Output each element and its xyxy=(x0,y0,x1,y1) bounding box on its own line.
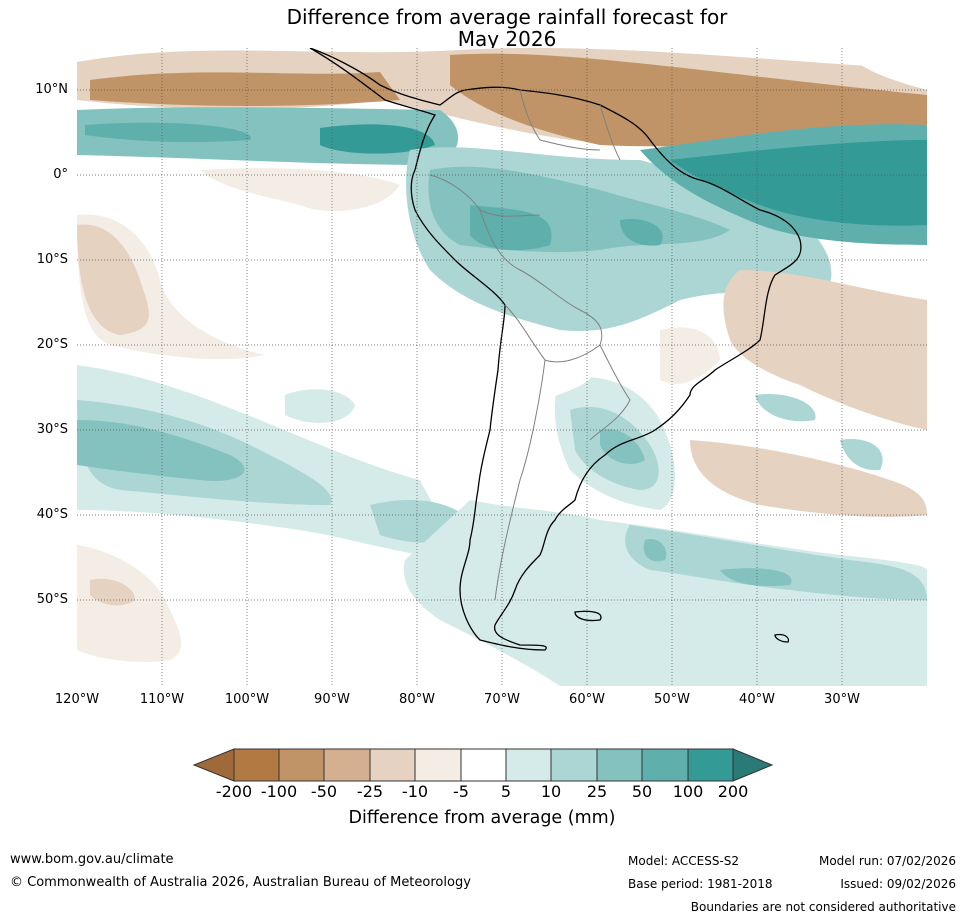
colorbar-label: -100 xyxy=(260,782,298,801)
lat-tick-label: 50°S xyxy=(36,592,68,607)
colorbar-swatch-3 xyxy=(323,748,371,782)
colorbar-label: -10 xyxy=(401,782,429,801)
colorbar-label: 200 xyxy=(717,782,749,801)
colorbar xyxy=(192,748,774,782)
footer-base-period: Base period: 1981-2018 xyxy=(628,877,773,891)
footer-model: Model: ACCESS-S2 xyxy=(628,854,740,868)
lat-tick-label: 30°S xyxy=(36,422,68,437)
footer-disclaimer: Boundaries are not considered authoritat… xyxy=(690,900,956,914)
colorbar-swatch-8 xyxy=(550,748,598,782)
footer-website: www.bom.gov.au/climate xyxy=(10,852,174,867)
rainfall-anomaly-field xyxy=(77,48,927,686)
map-title-line-2: May 2026 xyxy=(457,27,557,51)
lon-tick-label: 70°W xyxy=(484,692,520,707)
colorbar-label: 5 xyxy=(500,782,512,801)
colorbar-label: 25 xyxy=(586,782,608,801)
graticule xyxy=(77,48,927,686)
colorbar-label: 10 xyxy=(540,782,562,801)
colorbar-swatch-0 xyxy=(192,748,235,782)
lon-tick-label: 110°W xyxy=(139,692,185,707)
lat-tick-label: 0° xyxy=(53,167,68,182)
colorbar-swatch-2 xyxy=(278,748,325,782)
lon-tick-label: 90°W xyxy=(314,692,350,707)
colorbar-label: -5 xyxy=(453,782,469,801)
lon-tick-label: 60°W xyxy=(569,692,605,707)
country-borders xyxy=(429,89,631,601)
footer-issued: Issued: 09/02/2026 xyxy=(840,877,956,891)
colorbar-swatch-9 xyxy=(596,748,643,782)
colorbar-swatch-10 xyxy=(641,748,689,782)
lat-tick-label: 40°S xyxy=(36,507,68,522)
lon-tick-label: 120°W xyxy=(54,692,100,707)
colorbar-title: Difference from average (mm) xyxy=(348,808,616,828)
colorbar-swatch-7 xyxy=(505,748,552,782)
colorbar-label: 100 xyxy=(672,782,704,801)
colorbar-swatch-4 xyxy=(369,748,416,782)
colorbar-label: -50 xyxy=(310,782,338,801)
colorbar-swatch-5 xyxy=(414,748,462,782)
colorbar-label: -200 xyxy=(215,782,253,801)
lon-tick-label: 40°W xyxy=(739,692,775,707)
map-title-line-1: Difference from average rainfall forecas… xyxy=(286,5,728,29)
lat-tick-label: 10°N xyxy=(35,82,68,97)
colorbar-swatch-12 xyxy=(732,748,774,782)
lon-tick-label: 30°W xyxy=(824,692,860,707)
dry-anomaly-north-strong-east xyxy=(450,53,927,147)
dry-anomaly-north-strong xyxy=(90,72,400,106)
lat-tick-label: 10°S xyxy=(36,252,68,267)
colorbar-label: 50 xyxy=(631,782,653,801)
colorbar-label: -25 xyxy=(356,782,384,801)
coastline xyxy=(309,48,802,651)
lon-tick-label: 100°W xyxy=(224,692,270,707)
lat-tick-label: 20°S xyxy=(36,337,68,352)
colorbar-swatch-6 xyxy=(460,748,507,782)
colorbar-swatch-1 xyxy=(233,748,280,782)
footer-model-run: Model run: 07/02/2026 xyxy=(818,854,956,868)
colorbar-swatch-11 xyxy=(687,748,734,782)
footer-copyright: © Commonwealth of Australia 2026, Austra… xyxy=(10,875,471,890)
lon-tick-label: 50°W xyxy=(654,692,690,707)
dry-anomaly-brazil-coast xyxy=(723,270,927,430)
lon-tick-label: 80°W xyxy=(399,692,435,707)
